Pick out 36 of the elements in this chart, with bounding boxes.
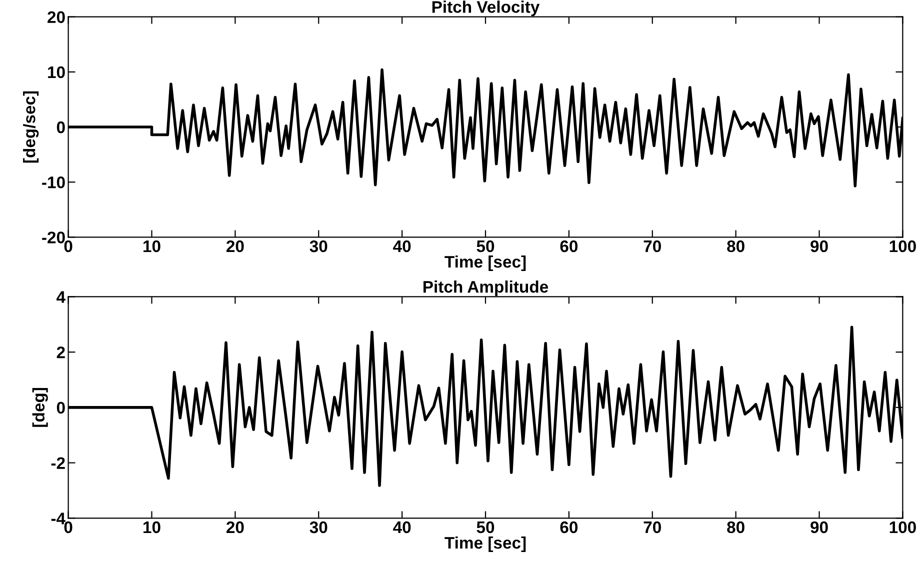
x-tick-label: 100: [890, 521, 916, 534]
x-tick-label: 50: [476, 521, 494, 534]
x-tick-label: 30: [310, 240, 328, 252]
x-tick-label: 40: [393, 521, 411, 534]
x-tick-label: 50: [476, 240, 494, 252]
y-tick-label: 2: [56, 346, 65, 358]
x-tick-label: 90: [810, 521, 828, 534]
y-tick-label: 4: [56, 291, 66, 303]
y-tick-label: -10: [42, 176, 65, 188]
x-tick-label: 80: [727, 240, 744, 252]
y-axis-title: [deg]: [32, 388, 48, 427]
x-tick-label: 40: [393, 240, 411, 252]
x-tick-label: 60: [560, 240, 578, 252]
x-tick-label: 70: [644, 240, 661, 252]
x-tick-label: 100: [890, 240, 916, 252]
x-tick-label: 80: [727, 521, 744, 534]
chart-title: Pitch Amplitude: [424, 280, 548, 296]
x-axis-title: Time [sec]: [444, 536, 526, 552]
x-tick-label: 30: [310, 521, 328, 534]
x-tick-label: 70: [644, 521, 661, 534]
y-tick-label: 0: [56, 121, 65, 134]
x-tick-label: 60: [560, 521, 578, 534]
y-tick-label: -4: [51, 512, 66, 524]
y-tick-label: 10: [48, 66, 65, 78]
y-tick-label: 20: [48, 11, 65, 24]
y-tick-label: -20: [42, 232, 65, 244]
chart-title: Pitch Velocity: [432, 0, 540, 16]
x-axis-title: Time [sec]: [444, 255, 526, 272]
x-tick-label: 90: [810, 240, 828, 252]
y-tick-label: -2: [51, 457, 65, 469]
y-tick-label: 0: [56, 402, 65, 414]
y-axis-title: [deg/sec]: [23, 91, 39, 163]
x-tick-label: 20: [226, 240, 244, 252]
x-tick-label: 20: [226, 521, 244, 534]
x-tick-label: 10: [144, 521, 160, 534]
x-tick-label: 10: [144, 240, 160, 252]
